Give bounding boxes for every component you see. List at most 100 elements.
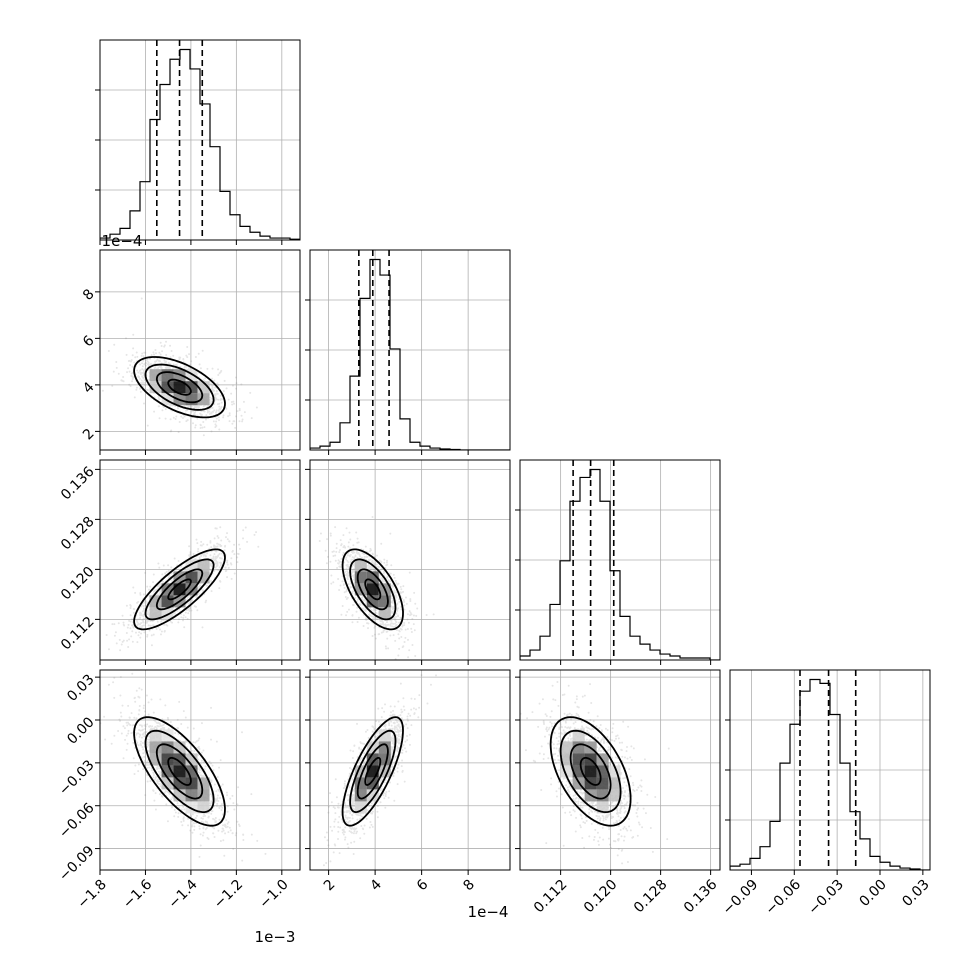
density-cell (149, 729, 162, 742)
contour-level-0 (364, 757, 382, 786)
contour-level-3 (133, 356, 226, 419)
contour-level-1 (155, 743, 204, 800)
x-tick-label-text: −0.03 (805, 877, 847, 919)
scatter-points (105, 526, 260, 652)
x-tick-label-p3-3: 0.00 (857, 877, 890, 910)
density-cell (378, 729, 391, 742)
panel-content (100, 40, 300, 240)
y-tick-label-text: 0.120 (58, 564, 98, 604)
histogram-p2 (520, 468, 720, 660)
density-cell (173, 753, 186, 766)
panel-frame (729, 669, 931, 871)
density-cell (608, 777, 621, 790)
contour-level-1 (155, 371, 204, 404)
panel-content (520, 460, 720, 660)
x-tick-label-text: −1.0 (256, 877, 291, 912)
x-tick-label-text: 8 (460, 877, 478, 895)
y-tick-label-text: 2 (80, 426, 98, 444)
y-tick-label-text: 0.128 (58, 514, 98, 554)
histogram-p0 (100, 48, 300, 240)
y-tick-label-p3-2: −0.03 (56, 757, 98, 799)
density-cell (197, 801, 210, 814)
y-tick-label-text: 0.136 (58, 464, 98, 504)
y-tick-label-p1-1: 4 (80, 379, 98, 397)
y-tick-label-text: 0.03 (64, 671, 97, 704)
panel-frame (519, 669, 721, 871)
panel-content (100, 670, 300, 870)
y-tick-label-text: −0.06 (56, 800, 98, 842)
x-tick-label-p0-4: −1.0 (256, 877, 291, 912)
x-tick-label-p1-2: 6 (414, 877, 432, 895)
panel-content (520, 670, 720, 870)
density-cell (378, 607, 391, 620)
density-cell (608, 789, 621, 802)
x-tick-label-p2-0: 0.112 (531, 877, 571, 917)
x-tick-label-p3-1: −0.06 (763, 877, 805, 919)
x-tick-label-p1-0: 2 (321, 877, 339, 895)
density-cell (560, 741, 573, 754)
panel-frame (519, 459, 721, 661)
x-tick-label-p0-0: −1.8 (75, 877, 110, 912)
p1-offset-label: 1e−4 (468, 903, 509, 921)
contour-level-2 (144, 729, 215, 813)
x-tick-label-text: 6 (414, 877, 432, 895)
hist-panel-p0 (95, 39, 301, 245)
panels-layer (95, 39, 931, 875)
y-tick-label-p1-0: 2 (80, 426, 98, 444)
x-tick-label-p1-3: 8 (460, 877, 478, 895)
contour-level-0 (167, 578, 192, 601)
panel-content (100, 460, 300, 660)
panel-content (310, 460, 510, 660)
contour-level-0 (364, 578, 382, 601)
panel-frame (309, 459, 511, 661)
y-tick-label-p1-2: 6 (80, 333, 98, 351)
scatter-panel-p0-p1 (95, 249, 301, 455)
p1-y-offset-label: 1e−4 (102, 232, 143, 250)
panel-content (730, 670, 930, 870)
x-tick-label-text: −1.8 (75, 877, 110, 912)
contour-level-3 (341, 716, 404, 827)
scatter-points (101, 297, 258, 437)
contour-level-3 (133, 716, 226, 827)
contour-level-1 (356, 743, 389, 800)
panel-frame (99, 459, 301, 661)
y-tick-label-p2-3: 0.136 (58, 464, 98, 504)
y-tick-label-p3-1: −0.06 (56, 800, 98, 842)
contour-level-1 (569, 743, 612, 800)
density-cell (354, 789, 367, 802)
density-cell (197, 393, 210, 406)
contour-level-2 (144, 363, 215, 411)
x-tick-label-text: −1.2 (211, 877, 246, 912)
x-tick-label-text: 0.136 (681, 877, 721, 917)
x-tick-label-p1-1: 4 (367, 877, 385, 895)
panel-frame (99, 669, 301, 871)
y-tick-label-p3-3: 0.00 (64, 714, 97, 747)
contour-level-1 (155, 568, 204, 611)
p0-offset-label: 1e−3 (255, 928, 296, 946)
contour-level-0 (167, 378, 192, 396)
x-tick-label-p0-1: −1.6 (120, 877, 155, 912)
y-tick-label-text: 0.112 (58, 614, 98, 654)
density-cell (354, 801, 367, 814)
density-cell (378, 741, 391, 754)
x-tick-label-text: −0.06 (763, 877, 805, 919)
contour-level-0 (167, 757, 192, 786)
x-tick-label-p2-3: 0.136 (681, 877, 721, 917)
panel-content (310, 250, 510, 450)
density-cell (185, 801, 198, 814)
y-tick-label-text: 0.00 (64, 714, 97, 747)
hist-panel-p2 (515, 459, 721, 665)
density-cell (197, 559, 210, 572)
y-tick-label-text: 6 (80, 333, 98, 351)
x-tick-label-p0-2: −1.4 (165, 877, 200, 912)
x-tick-label-text: 0.128 (631, 877, 671, 917)
y-tick-label-p1-3: 8 (80, 286, 98, 304)
y-tick-label-p2-1: 0.120 (58, 564, 98, 604)
y-tick-label-text: −0.03 (56, 757, 98, 799)
y-tick-label-text: −0.09 (56, 843, 98, 885)
density-cell (161, 729, 174, 742)
density-cell (366, 583, 379, 596)
panel-content (310, 670, 510, 870)
x-tick-label-text: 0.00 (857, 877, 890, 910)
